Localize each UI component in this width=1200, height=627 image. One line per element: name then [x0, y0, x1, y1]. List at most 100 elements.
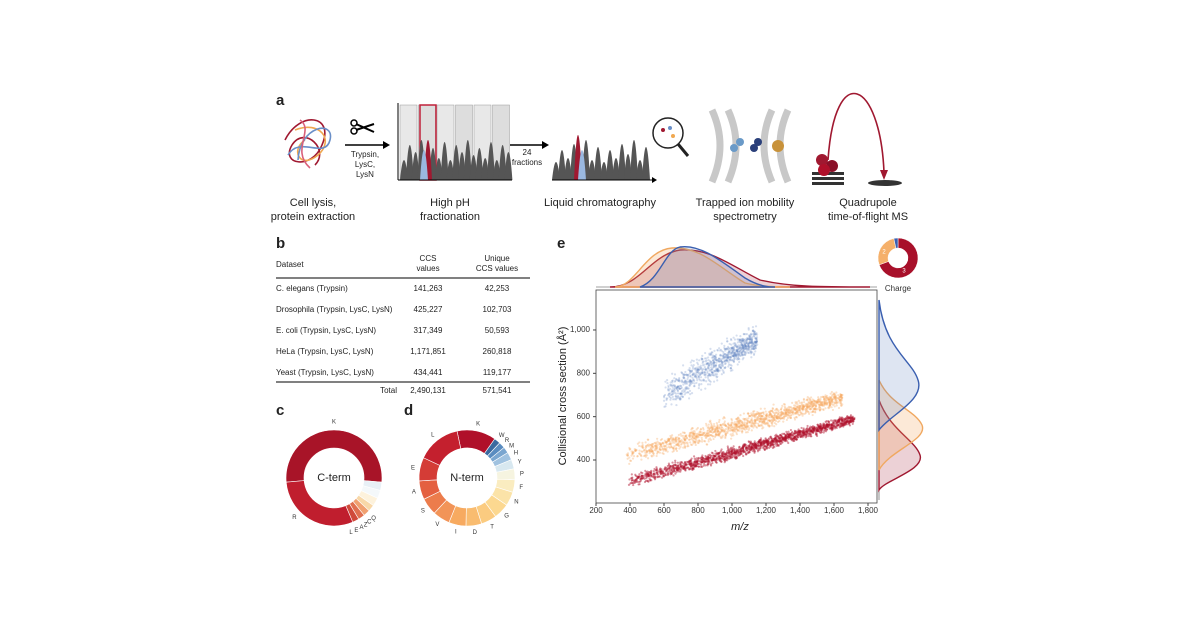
- scatter-point: [761, 427, 764, 430]
- scatter-point: [692, 378, 695, 381]
- table-cell: 1,171,851: [410, 347, 446, 356]
- scatter-point: [690, 428, 693, 431]
- scatter-point: [772, 414, 776, 418]
- scatter-point: [764, 414, 768, 417]
- scatter-point: [824, 403, 827, 406]
- scatter-point: [768, 424, 771, 427]
- scatter-point: [750, 338, 754, 342]
- scatter-point: [808, 400, 812, 403]
- scatter-point: [654, 444, 657, 447]
- scatter-point: [731, 347, 734, 351]
- scatter-point: [724, 427, 728, 431]
- scatter-point: [694, 375, 698, 378]
- scatter-point: [745, 332, 749, 336]
- scatter-point: [735, 350, 739, 353]
- scatter-point: [675, 444, 678, 447]
- scatter-point: [792, 407, 796, 410]
- scatter-point: [835, 399, 838, 402]
- scatter-point: [828, 404, 831, 407]
- scatter-point: [755, 336, 759, 339]
- scatter-point: [678, 441, 682, 444]
- scatter-point: [752, 353, 756, 357]
- scatter-point: [666, 464, 669, 468]
- step-caption: Cell lysis,: [290, 197, 336, 209]
- scatter-point: [717, 369, 720, 372]
- scatter-point: [746, 341, 749, 344]
- scatter-point: [713, 357, 717, 360]
- residue-label: A: [412, 490, 416, 496]
- scatter-point: [714, 457, 718, 460]
- scatter-point: [672, 392, 675, 395]
- scatter-point: [822, 408, 825, 411]
- scatter-point: [784, 407, 787, 410]
- scatter-point: [707, 362, 710, 365]
- scatter-point: [795, 411, 798, 414]
- scatter-point: [753, 344, 757, 347]
- scatter-point: [772, 416, 776, 419]
- scatter-point: [706, 429, 709, 432]
- panel-label: d: [404, 402, 413, 419]
- scatter-point: [802, 427, 805, 430]
- scatter-point: [782, 412, 785, 415]
- scatter-point: [845, 423, 849, 426]
- scatter-point: [732, 346, 735, 349]
- scatter-point: [640, 455, 643, 458]
- scatter-point: [718, 360, 721, 363]
- scatter-point: [673, 389, 676, 392]
- scatter-point: [745, 341, 748, 344]
- scatter-point: [826, 424, 830, 428]
- scatter-point: [739, 419, 742, 422]
- scatter-point: [677, 395, 680, 398]
- scatter-point: [772, 403, 775, 406]
- scatter-point: [680, 392, 683, 395]
- scatter-point: [685, 374, 688, 377]
- scatter-point: [695, 358, 698, 361]
- scatter-point: [695, 373, 698, 376]
- scatter-point: [695, 371, 698, 374]
- scatter-point: [751, 343, 754, 346]
- scatter-point: [717, 453, 721, 456]
- scatter-point: [716, 370, 719, 373]
- scatter-point: [706, 362, 709, 365]
- scatter-point: [690, 434, 693, 437]
- scatter-point: [740, 351, 743, 354]
- scatter-point: [701, 426, 705, 430]
- scatter-point: [715, 428, 718, 431]
- scatter-point: [736, 358, 739, 361]
- scatter-point: [718, 432, 721, 436]
- scatter-point: [807, 405, 810, 408]
- scatter-point: [704, 351, 707, 355]
- scatter-point: [711, 356, 715, 359]
- scatter-point: [761, 420, 764, 423]
- scatter-point: [655, 469, 658, 472]
- x-tick-label: 400: [623, 506, 637, 515]
- scatter-point: [647, 438, 650, 441]
- scatter-point: [828, 400, 832, 404]
- scatter-point: [668, 394, 671, 397]
- scatter-point: [636, 454, 639, 458]
- peak: [558, 150, 566, 180]
- scatter-point: [792, 436, 795, 439]
- scatter-point: [636, 455, 639, 458]
- scatter-point: [821, 395, 824, 398]
- scatter-point: [717, 434, 720, 437]
- scatter-point: [640, 458, 643, 461]
- scatter-point: [731, 358, 734, 361]
- scatter-point: [713, 369, 716, 373]
- step-caption: Trapped ion mobility: [696, 197, 795, 209]
- scatter-point: [786, 414, 789, 417]
- scatter-point: [685, 373, 688, 376]
- scatter-point: [665, 448, 668, 451]
- scatter-point: [710, 370, 714, 373]
- scatter-point: [753, 334, 756, 337]
- scatter-point: [806, 428, 810, 432]
- scatter-point: [710, 364, 713, 367]
- scatter-point: [719, 435, 722, 438]
- scatter-point: [710, 366, 713, 369]
- scatter-point: [670, 390, 674, 393]
- scatter-point: [745, 351, 748, 355]
- scatter-point: [663, 393, 667, 397]
- scatter-point: [775, 417, 779, 420]
- scatter-point: [766, 422, 769, 425]
